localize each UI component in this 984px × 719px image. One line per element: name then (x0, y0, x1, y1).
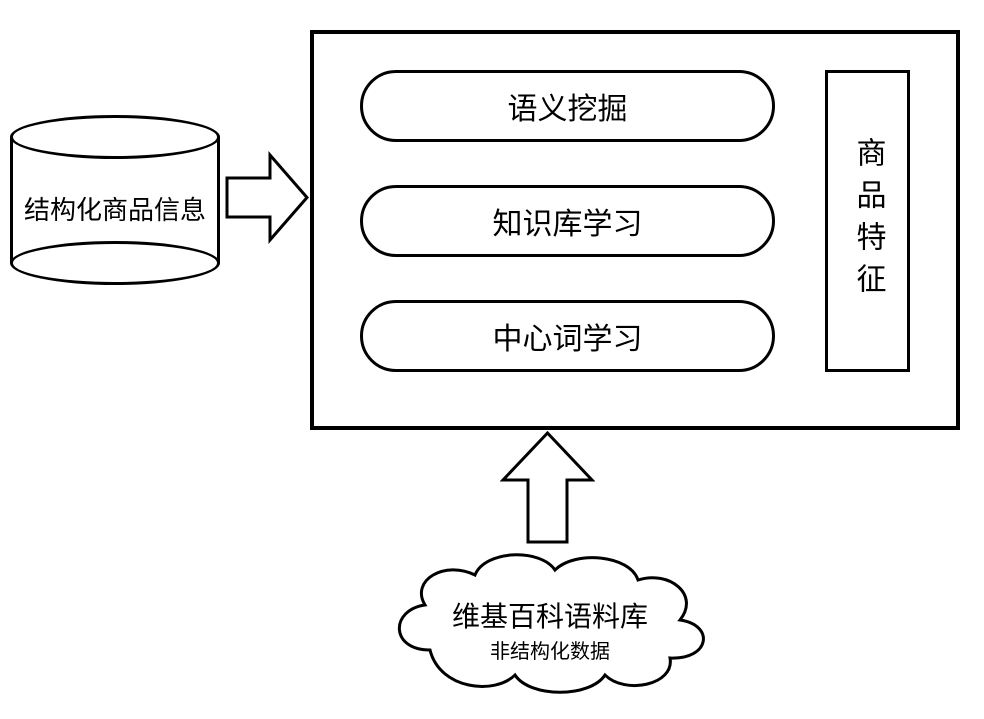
cylinder-top (10, 115, 220, 159)
cylinder-bottom (10, 241, 220, 285)
cylinder-node: 结构化商品信息 (10, 115, 220, 285)
cloud-title: 维基百科语料库 (380, 595, 720, 635)
pill1-label: 语义挖掘 (508, 84, 628, 128)
cloud-node: 维基百科语料库 非结构化数据 (380, 540, 720, 700)
pill-semantic-mining: 语义挖掘 (360, 70, 775, 142)
pill-headword-learning: 中心词学习 (360, 300, 775, 372)
pill2-label: 知识库学习 (493, 199, 643, 243)
arrow-up-icon (500, 430, 595, 550)
pill-knowledge-learning: 知识库学习 (360, 185, 775, 257)
cylinder-label: 结构化商品信息 (24, 190, 206, 227)
vbox-label: 商品特征 (846, 137, 890, 305)
cloud-subtitle: 非结构化数据 (380, 635, 720, 664)
arrow-right-icon (225, 150, 310, 250)
pill3-label: 中心词学习 (493, 314, 643, 358)
product-feature-box: 商品特征 (825, 70, 910, 372)
